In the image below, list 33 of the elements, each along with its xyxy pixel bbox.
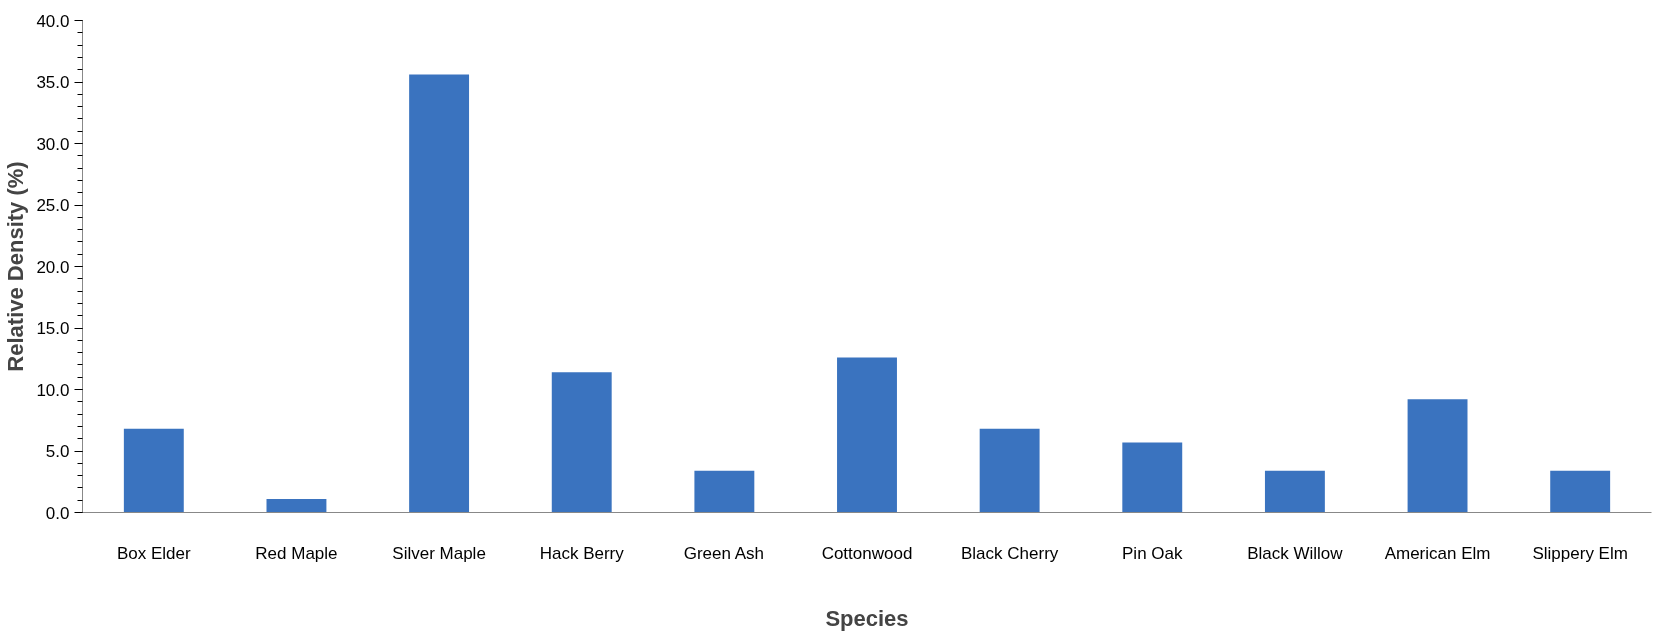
- x-tick-label: Pin Oak: [1122, 543, 1184, 563]
- bar: [979, 428, 1040, 513]
- bar: [1264, 470, 1325, 513]
- x-tick-label: Hack Berry: [539, 543, 625, 563]
- bar: [551, 372, 612, 513]
- y-tick-label: 35.0: [36, 73, 70, 92]
- bar: [1407, 399, 1468, 513]
- x-tick-label: American Elm: [1384, 543, 1491, 563]
- y-tick-label: 10.0: [36, 380, 70, 400]
- x-tick-label: Green Ash: [683, 543, 765, 563]
- y-tick-label: 5.0: [45, 442, 70, 461]
- x-tick-label: Box Elder: [116, 543, 192, 563]
- x-tick-label: Slippery Elm: [1532, 543, 1628, 563]
- x-tick-label: Silver Maple: [392, 543, 486, 563]
- y-tick-label: 40.0: [36, 11, 70, 31]
- bar: [266, 498, 327, 513]
- x-axis-title: Species: [825, 605, 909, 631]
- x-tick-label: Red Maple: [255, 543, 338, 563]
- bar: [694, 470, 755, 513]
- y-tick-label: 25.0: [36, 196, 70, 215]
- bar: [123, 428, 184, 513]
- y-tick-label: 15.0: [36, 319, 70, 338]
- x-tick-label: Black Willow: [1247, 543, 1344, 563]
- x-tick-label: Black Cherry: [960, 543, 1059, 563]
- bar: [1122, 442, 1183, 513]
- x-tick-label: Cottonwood: [821, 543, 913, 563]
- bar: [409, 74, 470, 513]
- y-tick-label: 0.0: [45, 503, 70, 523]
- y-axis-title: Relative Density (%): [3, 161, 29, 372]
- y-tick-label: 20.0: [36, 257, 70, 277]
- y-tick-label: 30.0: [36, 134, 70, 154]
- bar: [1550, 470, 1611, 513]
- bar: [837, 357, 897, 513]
